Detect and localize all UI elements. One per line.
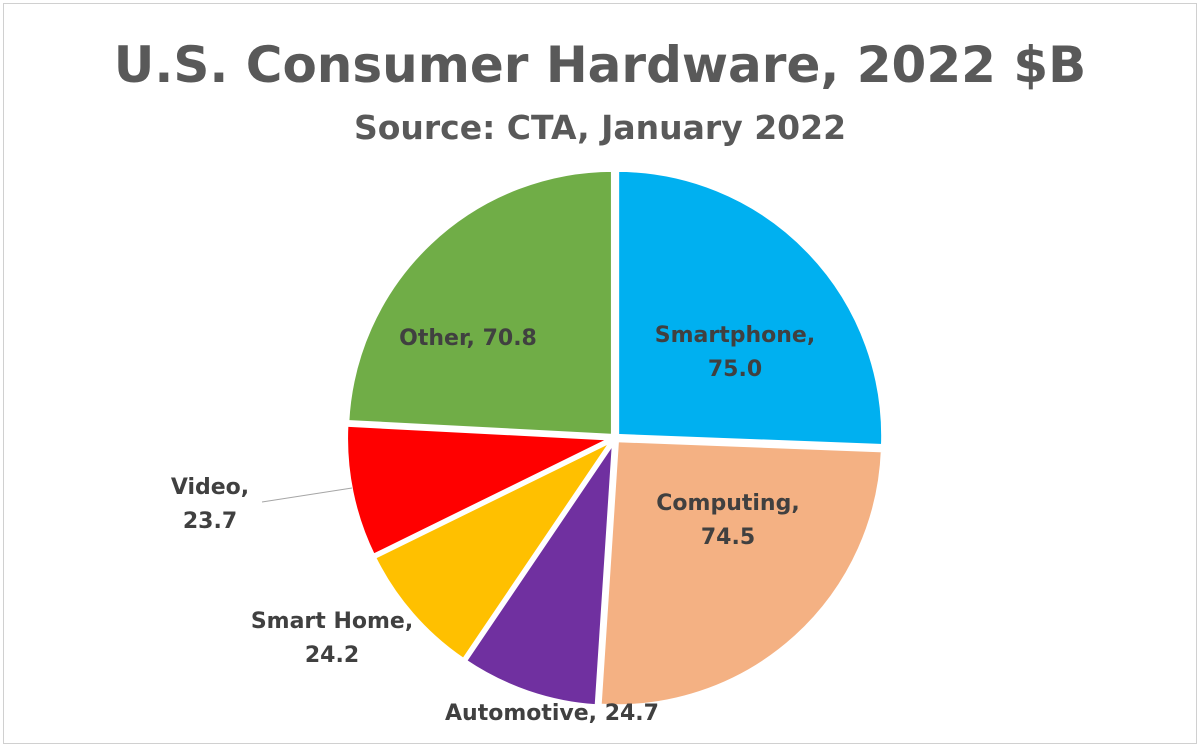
data-label-video: Video, 23.7 bbox=[171, 475, 249, 534]
data-label-smart-home: Smart Home, 24.2 bbox=[251, 609, 413, 668]
data-label-computing: Computing, 74.5 bbox=[656, 491, 799, 550]
pie-slice-automotive bbox=[462, 433, 617, 709]
pie-slice-computing bbox=[597, 438, 885, 709]
pie-slice-other bbox=[345, 167, 615, 438]
chart-title: U.S. Consumer Hardware, 2022 $B bbox=[113, 36, 1087, 94]
pie-slice-smartphone bbox=[615, 167, 886, 449]
data-label-other: Other, 70.8 bbox=[399, 326, 537, 351]
video-leader-line bbox=[261, 487, 353, 503]
data-label-smartphone: Smartphone, 75.0 bbox=[655, 323, 815, 382]
chart-frame bbox=[3, 3, 1197, 744]
data-label-automotive: Automotive, 24.7 bbox=[445, 701, 659, 726]
pie-slice-video bbox=[344, 422, 620, 559]
pie-slice-smart-home bbox=[371, 434, 619, 663]
chart-subtitle: Source: CTA, January 2022 bbox=[353, 108, 847, 147]
